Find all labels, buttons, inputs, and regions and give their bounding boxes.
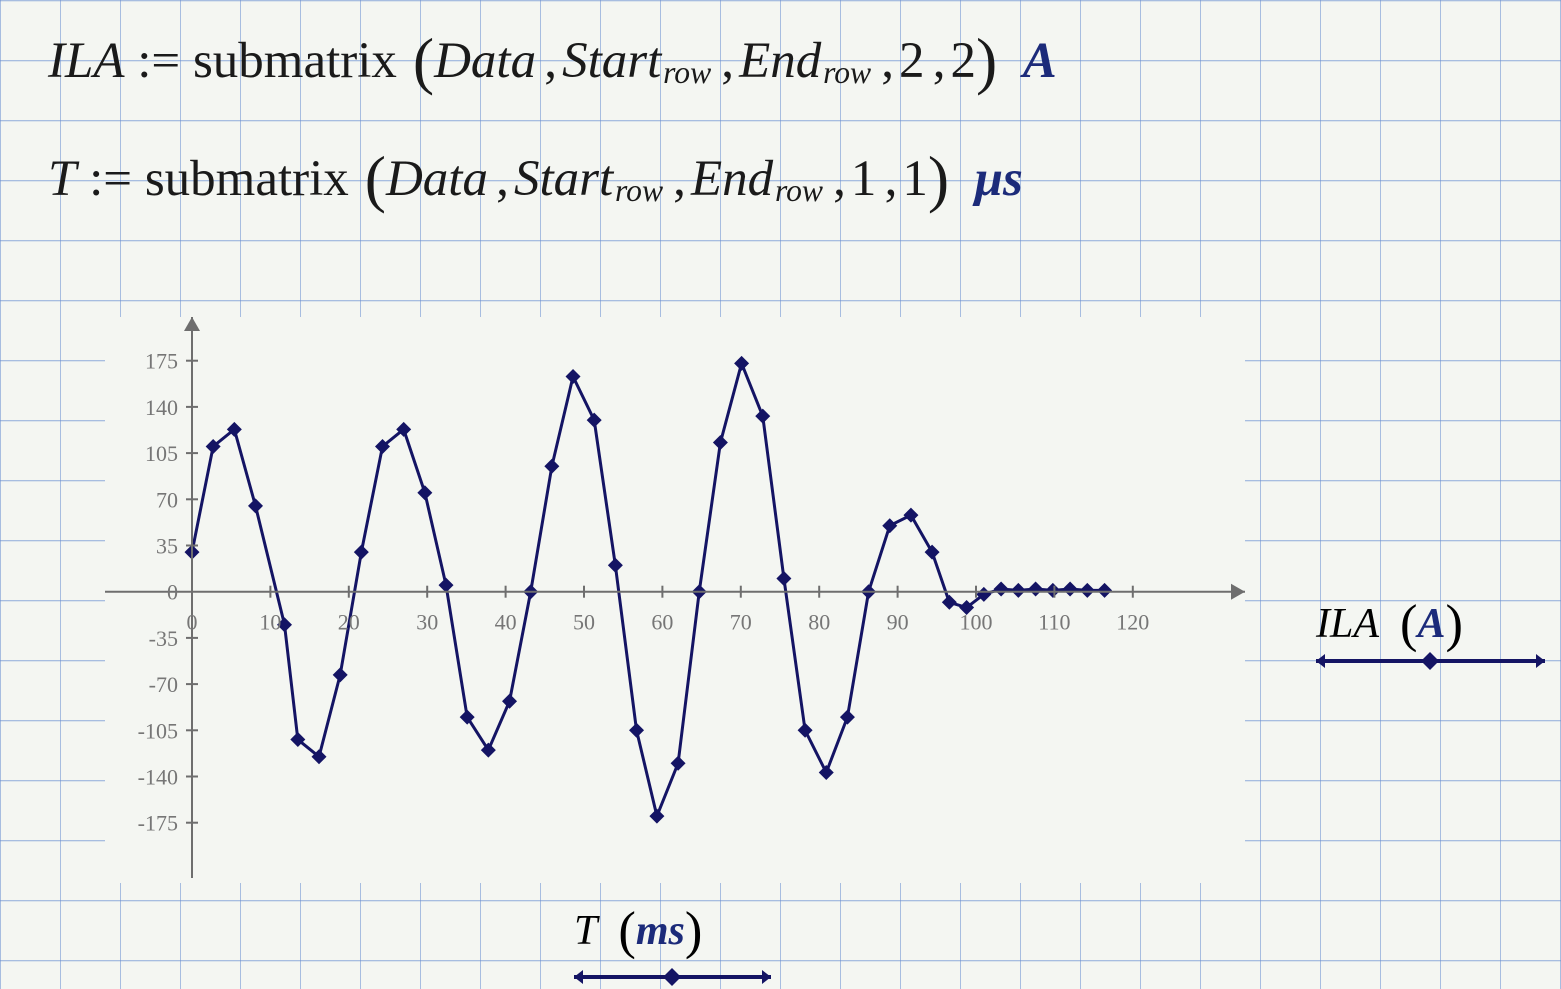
svg-text:100: 100 (960, 610, 993, 635)
svg-text:-140: -140 (138, 765, 178, 790)
svg-text:50: 50 (573, 610, 595, 635)
svg-text:20: 20 (338, 610, 360, 635)
svg-text:60: 60 (651, 610, 673, 635)
svg-text:70: 70 (156, 487, 178, 512)
svg-text:0: 0 (167, 580, 178, 605)
svg-text:70: 70 (730, 610, 752, 635)
svg-text:0: 0 (187, 610, 198, 635)
svg-text:-70: -70 (149, 672, 178, 697)
svg-text:175: 175 (145, 349, 178, 374)
svg-text:-175: -175 (138, 811, 178, 836)
svg-text:30: 30 (416, 610, 438, 635)
svg-text:-105: -105 (138, 718, 178, 743)
svg-text:-35: -35 (149, 626, 178, 651)
svg-text:105: 105 (145, 441, 178, 466)
svg-text:140: 140 (145, 395, 178, 420)
svg-text:10: 10 (259, 610, 281, 635)
svg-text:110: 110 (1038, 610, 1070, 635)
svg-text:90: 90 (887, 610, 909, 635)
svg-text:120: 120 (1116, 610, 1149, 635)
svg-text:80: 80 (808, 610, 830, 635)
svg-text:40: 40 (495, 610, 517, 635)
svg-text:35: 35 (156, 534, 178, 559)
